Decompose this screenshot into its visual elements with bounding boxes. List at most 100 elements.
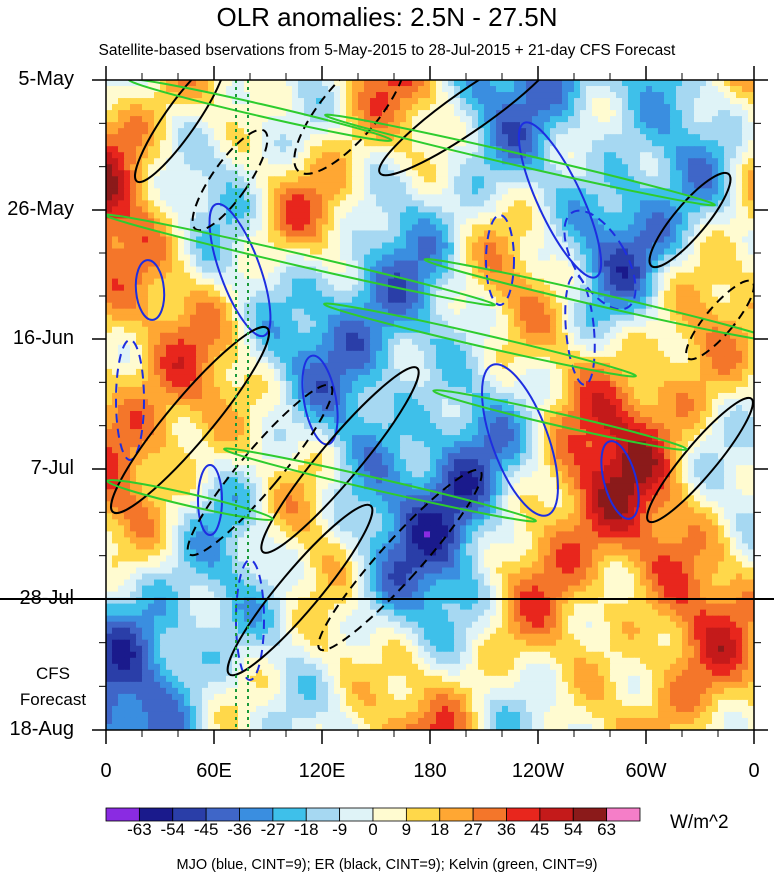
heatmap-cell xyxy=(400,200,407,207)
heatmap-cell xyxy=(442,104,449,111)
heatmap-cell xyxy=(172,194,179,201)
heatmap-cell xyxy=(136,284,143,292)
heatmap-cell xyxy=(406,302,413,310)
heatmap-cell xyxy=(664,176,671,183)
heatmap-cell xyxy=(610,110,617,117)
heatmap-cell xyxy=(658,98,665,105)
heatmap-cell xyxy=(652,272,659,280)
heatmap-cell xyxy=(310,284,317,292)
heatmap-cell xyxy=(592,92,599,99)
heatmap-cell xyxy=(208,254,215,262)
heatmap-cell xyxy=(190,230,197,238)
heatmap-cell xyxy=(316,278,323,286)
heatmap-cell xyxy=(352,92,359,99)
heatmap-cell xyxy=(196,278,203,286)
heatmap-cell xyxy=(220,266,227,274)
heatmap-cell xyxy=(316,176,323,183)
heatmap-cell xyxy=(508,224,515,232)
heatmap-cell xyxy=(166,206,173,214)
heatmap-cell xyxy=(502,104,509,111)
heatmap-cell xyxy=(298,134,305,141)
heatmap-cell xyxy=(736,296,743,304)
heatmap-cell xyxy=(160,314,167,322)
heatmap-cell xyxy=(676,110,683,117)
heatmap-cell xyxy=(694,152,701,159)
heatmap-cell xyxy=(556,134,563,141)
heatmap-cell xyxy=(328,200,335,207)
heatmap-cell xyxy=(334,188,341,195)
heatmap-cell xyxy=(682,146,689,153)
heatmap-cell xyxy=(748,176,754,183)
heatmap-cell xyxy=(124,296,131,304)
heatmap-cell xyxy=(544,176,551,183)
heatmap-cell xyxy=(268,206,275,214)
heatmap-cell xyxy=(556,236,563,244)
heatmap-cell xyxy=(214,194,221,201)
heatmap-cell xyxy=(712,170,719,177)
heatmap-cell xyxy=(226,122,233,129)
heatmap-cell xyxy=(580,302,587,310)
heatmap-cell xyxy=(586,152,593,159)
heatmap-cell xyxy=(328,218,335,226)
heatmap-cell xyxy=(646,236,653,244)
heatmap-cell xyxy=(388,314,395,322)
heatmap-cell xyxy=(574,224,581,232)
heatmap-cell xyxy=(352,134,359,141)
heatmap-cell xyxy=(346,272,353,280)
heatmap-cell xyxy=(154,170,161,177)
heatmap-cell xyxy=(178,230,185,238)
heatmap-cell xyxy=(358,236,365,244)
heatmap-cell xyxy=(358,194,365,201)
heatmap-cell xyxy=(682,254,689,262)
heatmap-cell xyxy=(364,302,371,310)
heatmap-cell xyxy=(184,338,191,346)
heatmap-cell xyxy=(400,176,407,183)
heatmap-cell xyxy=(154,302,161,310)
heatmap-cell xyxy=(550,308,557,316)
heatmap-cell xyxy=(670,224,677,232)
heatmap-cell xyxy=(202,338,209,346)
heatmap-cell xyxy=(382,212,389,220)
heatmap-cell xyxy=(244,122,251,129)
heatmap-cell xyxy=(352,242,359,250)
heatmap-cell xyxy=(280,80,287,87)
heatmap-cell xyxy=(112,110,119,117)
heatmap-cell xyxy=(262,104,269,111)
heatmap-cell xyxy=(376,266,383,274)
heatmap-cell xyxy=(736,92,743,99)
heatmap-cell xyxy=(124,164,131,171)
heatmap-cell xyxy=(160,212,167,220)
heatmap-cell xyxy=(736,98,743,105)
heatmap-cell xyxy=(286,314,293,322)
heatmap-cell xyxy=(412,308,419,316)
heatmap-cell xyxy=(496,194,503,201)
heatmap-cell xyxy=(352,194,359,201)
heatmap-cell xyxy=(310,302,317,310)
heatmap-cell xyxy=(628,350,635,358)
heatmap-cell xyxy=(634,266,641,274)
heatmap-cell xyxy=(370,314,377,322)
heatmap-cell xyxy=(112,350,119,358)
heatmap-cell xyxy=(478,158,485,165)
heatmap-cell xyxy=(586,158,593,165)
heatmap-cell xyxy=(172,338,179,346)
heatmap-cell xyxy=(508,80,515,87)
heatmap-cell xyxy=(364,272,371,280)
heatmap-cell xyxy=(538,200,545,207)
heatmap-cell xyxy=(286,188,293,195)
heatmap-cell xyxy=(550,110,557,117)
heatmap-cell xyxy=(664,140,671,147)
heatmap-cell xyxy=(634,128,641,135)
heatmap-cell xyxy=(574,302,581,310)
heatmap-cell xyxy=(694,248,701,256)
heatmap-cell xyxy=(172,224,179,232)
heatmap-cell xyxy=(484,92,491,99)
heatmap-cell xyxy=(706,272,713,280)
heatmap-cell xyxy=(214,80,221,87)
heatmap-cell xyxy=(502,152,509,159)
heatmap-cell xyxy=(256,236,263,244)
heatmap-cell xyxy=(298,344,305,352)
heatmap-cell xyxy=(160,248,167,256)
heatmap-cell xyxy=(148,176,155,183)
heatmap-cell xyxy=(730,206,737,214)
